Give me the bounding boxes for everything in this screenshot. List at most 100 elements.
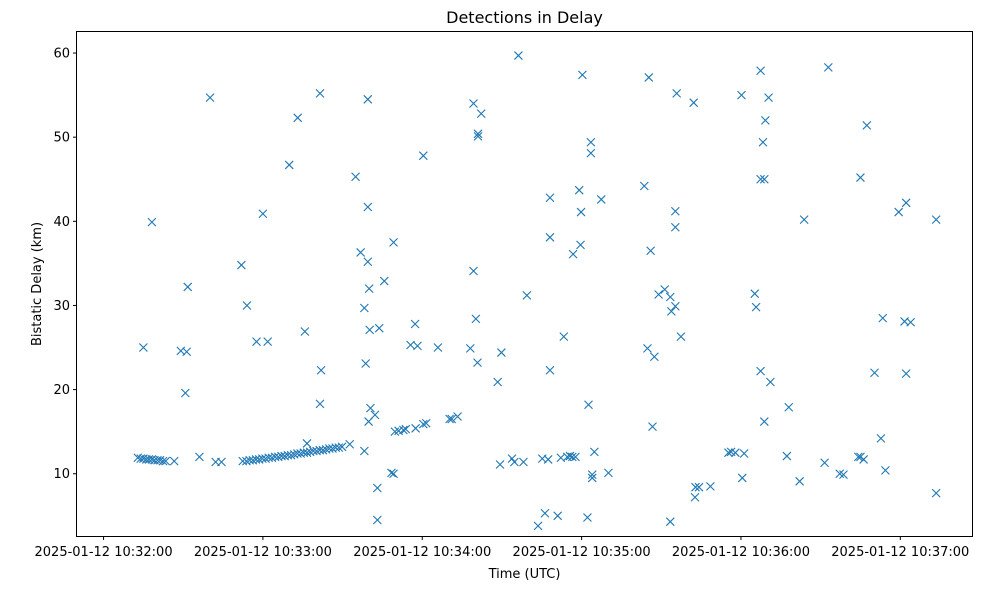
data-point [670, 301, 680, 311]
data-point [182, 347, 192, 357]
x-tick-label: 2025-01-12 10:35:00 [513, 545, 651, 560]
data-point [553, 511, 563, 521]
y-axis-label: Bistatic Delay (km) [30, 222, 45, 346]
x-axis-label: Time (UTC) [488, 567, 561, 582]
data-point [856, 173, 865, 182]
data-point [370, 410, 380, 420]
data-point [300, 327, 310, 336]
data-point [706, 481, 715, 491]
data-point [894, 207, 904, 217]
data-point [302, 439, 312, 448]
data-point [433, 343, 443, 352]
data-point [372, 515, 382, 525]
data-point [418, 151, 428, 161]
x-tick-label: 2025-01-12 10:32:00 [35, 545, 173, 560]
data-point [737, 473, 747, 483]
data-point [473, 358, 482, 368]
data-point [654, 290, 664, 299]
data-point [906, 317, 916, 327]
data-point [263, 337, 273, 347]
y-tick-label: 50 [53, 131, 70, 146]
x-axis-ticks: 2025-01-12 10:32:00 2025-01-12 10:33:00 20… [35, 536, 969, 560]
data-point [465, 343, 475, 353]
data-point [356, 248, 366, 257]
data-point [411, 423, 421, 433]
data-point [648, 422, 657, 432]
data-point [183, 282, 193, 292]
data-point [931, 215, 941, 225]
data-point [672, 89, 682, 98]
data-point [586, 137, 596, 147]
data-point [361, 359, 371, 368]
x-tick-label: 2025-01-12 10:36:00 [672, 545, 810, 560]
data-point [337, 442, 347, 452]
data-point [820, 458, 829, 468]
data-point [853, 452, 863, 462]
x-tick-label: 2025-01-12 10:37:00 [831, 545, 969, 560]
data-point [559, 332, 569, 341]
data-point [345, 439, 355, 449]
data-point [519, 457, 528, 467]
data-point [389, 469, 398, 479]
data-point [510, 457, 519, 467]
data-point [583, 513, 592, 522]
data-point [759, 417, 769, 426]
data-point [665, 517, 675, 527]
data-point [374, 323, 384, 333]
data-point [901, 369, 911, 378]
data-point [760, 115, 770, 125]
data-point [823, 62, 833, 72]
data-point [363, 202, 373, 212]
data-point [453, 412, 462, 421]
data-point [881, 465, 890, 475]
data-point [649, 352, 659, 362]
data-point [286, 450, 296, 460]
data-point [643, 343, 652, 353]
data-point [756, 366, 765, 376]
data-point [666, 306, 676, 316]
data-point [445, 414, 454, 424]
data-point [670, 206, 680, 216]
data-point [421, 418, 431, 428]
y-axis-ticks: 10 20 30 40 50 60 [53, 47, 77, 482]
data-point [799, 215, 809, 225]
data-point [646, 246, 656, 256]
y-tick-label: 40 [53, 215, 70, 230]
data-point [473, 129, 483, 139]
data-point [751, 302, 761, 312]
data-point [363, 257, 373, 267]
data-point [587, 473, 597, 483]
data-point [876, 434, 886, 443]
data-point [284, 160, 294, 170]
data-point [545, 365, 555, 375]
data-point [476, 109, 486, 119]
data-point [578, 70, 587, 80]
data-point [205, 93, 215, 103]
data-point [522, 290, 532, 300]
data-point [334, 443, 344, 453]
data-point [493, 377, 503, 387]
data-point [545, 232, 555, 242]
chart-title: Detections in Delay [446, 8, 603, 27]
data-point [724, 448, 733, 458]
data-point [359, 446, 369, 456]
data-point [694, 482, 704, 492]
data-point [737, 90, 746, 100]
data-point [589, 447, 599, 457]
data-point [252, 337, 261, 347]
data-point [258, 209, 268, 219]
data-point [242, 301, 252, 310]
data-point [363, 94, 373, 104]
data-point [387, 468, 396, 478]
data-point [568, 249, 578, 259]
data-point [567, 452, 577, 462]
y-tick-label: 60 [53, 47, 70, 62]
plot-frame [76, 31, 973, 537]
x-tick-label: 2025-01-12 10:33:00 [194, 545, 332, 560]
data-point [545, 193, 555, 203]
data-point [878, 313, 888, 323]
data-point [473, 131, 483, 141]
data-point [670, 222, 680, 232]
data-point [676, 332, 686, 341]
